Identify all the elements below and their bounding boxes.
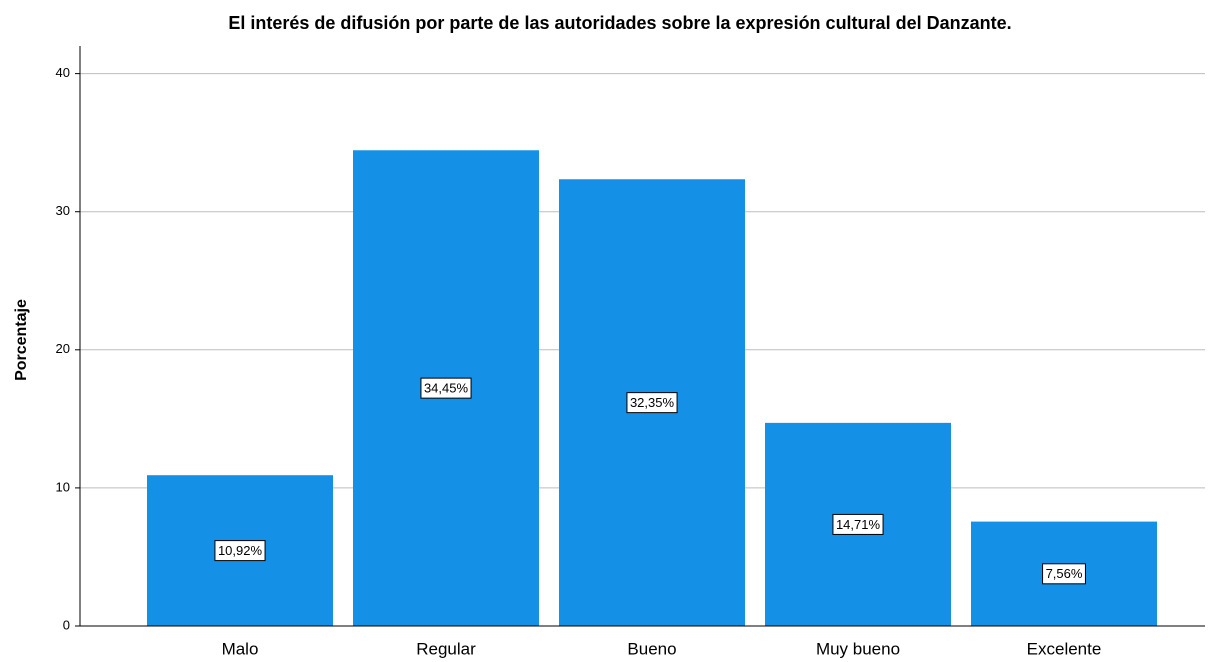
- x-tick-label: Regular: [416, 639, 476, 658]
- value-label-box: [832, 513, 884, 535]
- value-label: 34,45%: [424, 381, 469, 396]
- x-tick-label: Muy bueno: [816, 639, 900, 658]
- value-label: 14,71%: [836, 517, 881, 532]
- y-tick-label: 20: [56, 341, 70, 356]
- chart-title: El interés de difusión por parte de las …: [228, 13, 1011, 33]
- value-label-box: [626, 392, 678, 414]
- x-tick-label: Excelente: [1027, 639, 1102, 658]
- value-label: 7,56%: [1046, 566, 1083, 581]
- y-tick-label: 0: [63, 617, 70, 632]
- y-tick-label: 30: [56, 203, 70, 218]
- x-tick-label: Bueno: [627, 639, 676, 658]
- y-tick-label: 10: [56, 479, 70, 494]
- value-label: 10,92%: [218, 543, 263, 558]
- x-tick-label: Malo: [222, 639, 259, 658]
- y-axis-label: Porcentaje: [13, 299, 30, 381]
- value-label-box: [420, 377, 472, 399]
- value-label-box: [1042, 563, 1086, 585]
- value-label-box: [214, 540, 266, 562]
- value-label: 32,35%: [630, 395, 675, 410]
- y-tick-label: 40: [56, 65, 70, 80]
